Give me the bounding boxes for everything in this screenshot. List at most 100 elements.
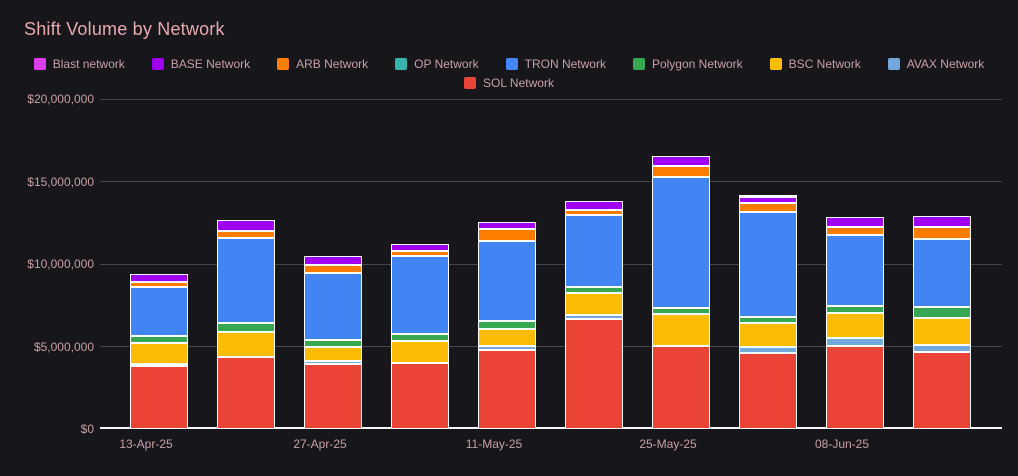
segment-arb-network[interactable] [913,226,971,239]
segment-tron-network[interactable] [130,287,188,336]
segment-base-network[interactable] [478,221,536,230]
legend-item-polygon-network[interactable]: Polygon Network [632,56,743,71]
segment-bsc-network[interactable] [913,317,971,345]
segment-base-network[interactable] [130,273,188,282]
segment-sol-network[interactable] [739,353,797,429]
legend-item-arb-network[interactable]: ARB Network [277,57,368,71]
legend-swatch-polygon-network [632,57,645,70]
segment-sol-network[interactable] [217,357,275,429]
legend-row-2: SOL Network [0,73,1018,92]
segment-sol-network[interactable] [391,363,449,429]
segment-bsc-network[interactable] [652,313,710,347]
legend-item-sol-network[interactable]: SOL Network [464,76,554,90]
segment-bsc-network[interactable] [565,293,623,315]
segment-sol-network[interactable] [652,346,710,429]
x-axis-baseline [100,427,1002,429]
gridline [100,181,1002,182]
segment-arb-network[interactable] [130,281,188,288]
segment-arb-network[interactable] [217,231,275,239]
legend-swatch-bsc-network [769,57,782,70]
segment-arb-network[interactable] [826,227,884,235]
x-tick-label: 13-Apr-25 [119,437,173,451]
segment-polygon-network[interactable] [565,287,623,294]
x-axis: 13-Apr-25 27-Apr-25 11-May-25 25-May-25 08-J… [100,437,1002,453]
y-tick-label: $15,000,000 [27,174,94,189]
legend-item-tron-network[interactable]: TRON Network [505,56,606,71]
segment-tron-network[interactable] [217,238,275,324]
segment-tron-network[interactable] [913,238,971,307]
segment-arb-network[interactable] [304,265,362,273]
x-tick-label: 11-May-25 [465,437,523,451]
segment-polygon-network[interactable] [739,317,797,324]
segment-polygon-network[interactable] [391,333,449,341]
legend-item-avax-network[interactable]: AVAX Network [887,56,985,71]
legend-label: AVAX Network [906,56,985,71]
segment-base-network[interactable] [652,155,710,166]
segment-avax-network[interactable] [304,360,362,364]
legend-label: Polygon Network [651,56,743,71]
segment-arb-network[interactable] [565,210,623,215]
segment-polygon-network[interactable] [217,323,275,333]
segment-bsc-network[interactable] [130,343,188,364]
segment-base-network[interactable] [913,216,971,227]
legend-item-blast-network[interactable]: Blast network [33,56,125,71]
segment-polygon-network[interactable] [130,335,188,344]
legend-swatch-avax-network [887,57,900,70]
legend-label: TRON Network [524,56,606,71]
segment-bsc-network[interactable] [478,329,536,346]
segment-sol-network[interactable] [478,349,536,429]
legend-label: SOL Network [483,75,554,90]
legend-item-op-network[interactable]: OP Network [395,57,479,71]
segment-polygon-network[interactable] [304,339,362,348]
segment-sol-network[interactable] [565,319,623,429]
segment-tron-network[interactable] [304,272,362,340]
legend-item-base-network[interactable]: BASE Network [151,56,251,71]
segment-arb-network[interactable] [478,229,536,242]
segment-bsc-network[interactable] [739,323,797,347]
segment-avax-network[interactable] [913,344,971,352]
segment-arb-network[interactable] [739,202,797,213]
legend-label: Blast network [52,56,125,71]
segment-bsc-network[interactable] [217,332,275,358]
segment-avax-network[interactable] [565,314,623,320]
legend-label: BSC Network [788,56,861,71]
segment-blast-network[interactable] [739,195,797,198]
segment-base-network[interactable] [217,219,275,232]
segment-tron-network[interactable] [478,241,536,322]
legend-item-bsc-network[interactable]: BSC Network [769,56,861,71]
segment-base-network[interactable] [739,197,797,203]
segment-sol-network[interactable] [913,351,971,429]
segment-tron-network[interactable] [652,176,710,309]
segment-sol-network[interactable] [130,366,188,429]
legend-label: ARB Network [296,56,369,71]
segment-avax-network[interactable] [826,338,884,346]
y-tick-label: $20,000,000 [27,92,94,106]
segment-bsc-network[interactable] [826,313,884,339]
legend-label: BASE Network [170,56,251,71]
chart-title: Shift Volume by Network [24,19,225,39]
segment-avax-network[interactable] [478,345,536,350]
segment-base-network[interactable] [391,244,449,251]
legend-swatch-tron-network [505,57,518,70]
segment-bsc-network[interactable] [304,347,362,361]
segment-tron-network[interactable] [565,214,623,288]
segment-avax-network[interactable] [130,364,188,367]
legend-swatch-base-network [151,57,164,70]
segment-bsc-network[interactable] [391,340,449,363]
segment-arb-network[interactable] [391,250,449,257]
segment-tron-network[interactable] [739,212,797,318]
segment-base-network[interactable] [304,256,362,265]
segment-tron-network[interactable] [826,234,884,306]
segment-arb-network[interactable] [652,165,710,177]
y-axis: $0 $5,000,000 $10,000,000 $15,000,000 $20,00… [0,92,94,436]
segment-polygon-network[interactable] [478,321,536,330]
segment-base-network[interactable] [826,216,884,228]
segment-polygon-network[interactable] [826,305,884,314]
segment-polygon-network[interactable] [913,306,971,318]
segment-sol-network[interactable] [304,363,362,429]
segment-polygon-network[interactable] [652,308,710,314]
segment-base-network[interactable] [565,200,623,211]
segment-tron-network[interactable] [391,256,449,334]
segment-avax-network[interactable] [739,346,797,354]
segment-sol-network[interactable] [826,345,884,429]
